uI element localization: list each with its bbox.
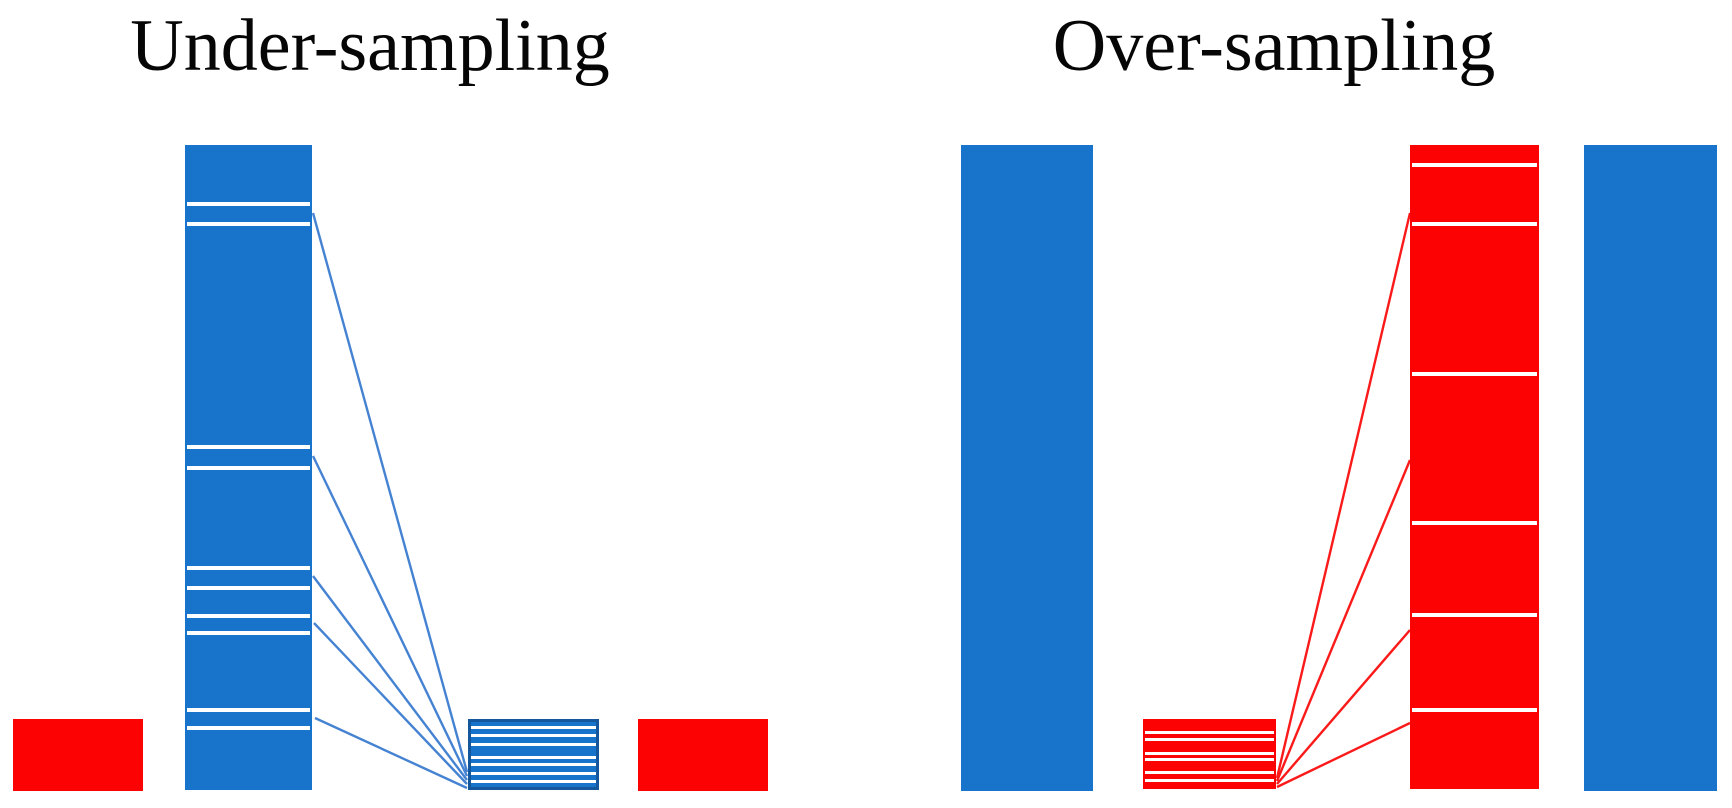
undersampling-selection-line	[313, 622, 468, 785]
undersampling-selection-line	[312, 575, 468, 781]
segment-divider-stripe	[1145, 738, 1274, 741]
oversampled-minority-bar	[1410, 145, 1539, 789]
oversampling-duplication-line	[1275, 459, 1412, 782]
segment-divider-stripe	[470, 763, 597, 766]
majority-class-bar-left	[961, 145, 1093, 791]
segment-divider-stripe	[470, 780, 597, 783]
over-sampling-title: Over-sampling	[1052, 5, 1496, 87]
segment-divider-stripe	[1412, 222, 1537, 226]
minority-class-bar-left	[13, 719, 143, 791]
undersampling-selection-line	[314, 716, 468, 790]
undersampling-selection-line	[311, 455, 469, 777]
segment-divider-stripe	[1412, 372, 1537, 376]
majority-class-bar-right	[1584, 145, 1717, 791]
minority-class-bar	[1143, 719, 1276, 789]
segment-divider-stripe	[187, 445, 310, 449]
majority-class-bar	[185, 145, 312, 790]
segment-divider-stripe	[470, 726, 597, 729]
bar-border	[468, 719, 599, 790]
segment-divider-stripe	[187, 614, 310, 618]
segment-divider-stripe	[470, 743, 597, 746]
segment-divider-stripe	[1145, 771, 1274, 774]
segment-divider-stripe	[1145, 779, 1274, 782]
undersampling-selection-line	[311, 212, 469, 773]
under-sampling-title: Under-sampling	[130, 5, 610, 87]
segment-divider-stripe	[1412, 521, 1537, 525]
segment-divider-stripe	[1412, 708, 1537, 712]
segment-divider-stripe	[187, 222, 310, 226]
segment-divider-stripe	[1412, 613, 1537, 617]
segment-divider-stripe	[470, 734, 597, 737]
segment-divider-stripe	[1412, 163, 1537, 167]
oversampling-duplication-line	[1275, 212, 1412, 779]
segment-divider-stripe	[1145, 731, 1274, 734]
undersampled-majority-bar	[468, 719, 599, 790]
segment-divider-stripe	[187, 566, 310, 570]
segment-divider-stripe	[1145, 758, 1274, 761]
segment-divider-stripe	[470, 772, 597, 775]
segment-divider-stripe	[187, 466, 310, 470]
segment-divider-stripe	[187, 202, 310, 206]
minority-class-bar-right	[638, 719, 768, 791]
segment-divider-stripe	[470, 756, 597, 759]
segment-divider-stripe	[187, 726, 310, 730]
segment-divider-stripe	[1145, 752, 1274, 755]
segment-divider-stripe	[187, 586, 310, 590]
oversampling-duplication-line	[1276, 629, 1411, 785]
oversampling-duplication-line	[1276, 721, 1411, 789]
segment-divider-stripe	[187, 708, 310, 712]
segment-divider-stripe	[187, 631, 310, 635]
